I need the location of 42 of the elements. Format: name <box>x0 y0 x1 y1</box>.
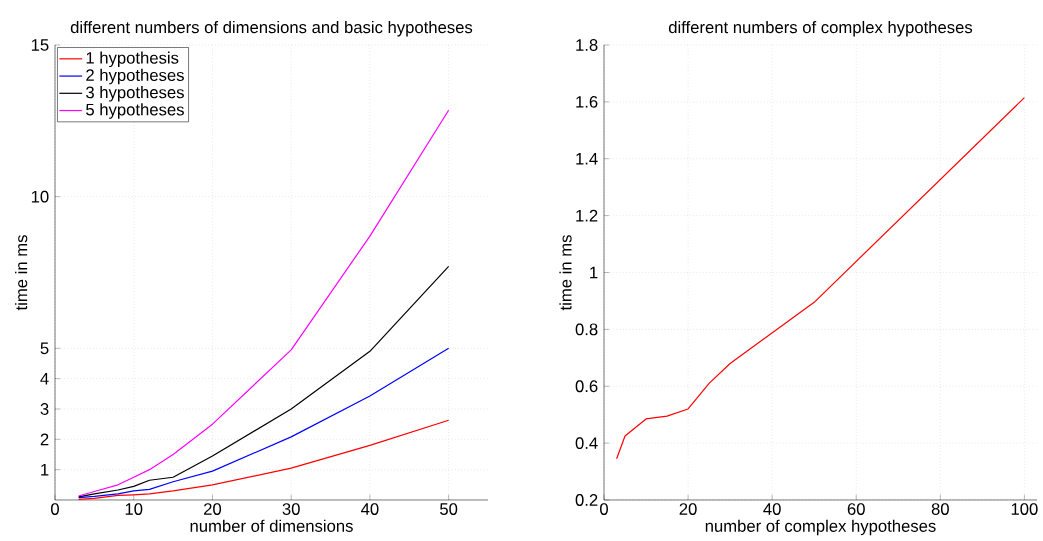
x-tick-label: 10 <box>125 503 143 515</box>
line-series <box>78 419 450 500</box>
y-tick-label: 5 <box>40 342 49 355</box>
y-tick-label: 10 <box>31 190 49 203</box>
legend-label: 5 hypotheses <box>86 103 184 119</box>
x-tick-label: 20 <box>204 503 222 515</box>
legend-label: 2 hypotheses <box>86 68 184 85</box>
x-tick-label: 50 <box>440 503 458 515</box>
y-tick-label: 15 <box>31 39 49 51</box>
legend-label: 1 hypothesis <box>86 51 179 68</box>
y-tick-label: 1 <box>41 463 49 476</box>
chart-title: different numbers of complex hypotheses <box>668 20 973 37</box>
line-series <box>616 97 1025 460</box>
x-axis-title: number of dimensions <box>190 519 353 532</box>
x-tick-label: 60 <box>847 503 865 515</box>
y-tick-label: 4 <box>40 372 49 385</box>
y-tick-label: 2 <box>40 433 49 446</box>
y-tick-label: 1.6 <box>576 95 598 108</box>
y-tick-label: 1.8 <box>576 39 598 51</box>
y-tick-label: 3 <box>40 403 49 415</box>
legend-label: 3 hypotheses <box>86 86 184 102</box>
x-tick-label: 80 <box>931 503 949 515</box>
x-tick-label: 40 <box>763 503 781 515</box>
line-series <box>78 265 450 498</box>
y-tick-label: 0.4 <box>575 437 598 450</box>
y-tick-label: 0.2 <box>575 494 598 506</box>
x-tick-label: 100 <box>1011 503 1038 515</box>
y-tick-label: 1 <box>590 266 598 279</box>
y-axis-title: time in ms <box>559 235 572 311</box>
x-axis-title: number of complex hypotheses <box>705 519 936 536</box>
line-series <box>78 347 450 499</box>
y-tick-label: 0.6 <box>575 380 598 393</box>
y-tick-label: 1.2 <box>576 209 598 222</box>
y-tick-label: 1.4 <box>576 153 598 165</box>
x-tick-label: 20 <box>679 503 697 515</box>
chart-title: different numbers of dimensions and basic hypotheses <box>70 20 473 37</box>
x-tick-label: 30 <box>282 503 300 515</box>
y-tick-label: 0.8 <box>575 323 598 336</box>
x-tick-label: 40 <box>361 503 379 515</box>
x-tick-label: 0 <box>51 503 59 515</box>
y-axis-title: time in ms <box>15 235 28 311</box>
x-tick-label: 0 <box>600 503 608 515</box>
